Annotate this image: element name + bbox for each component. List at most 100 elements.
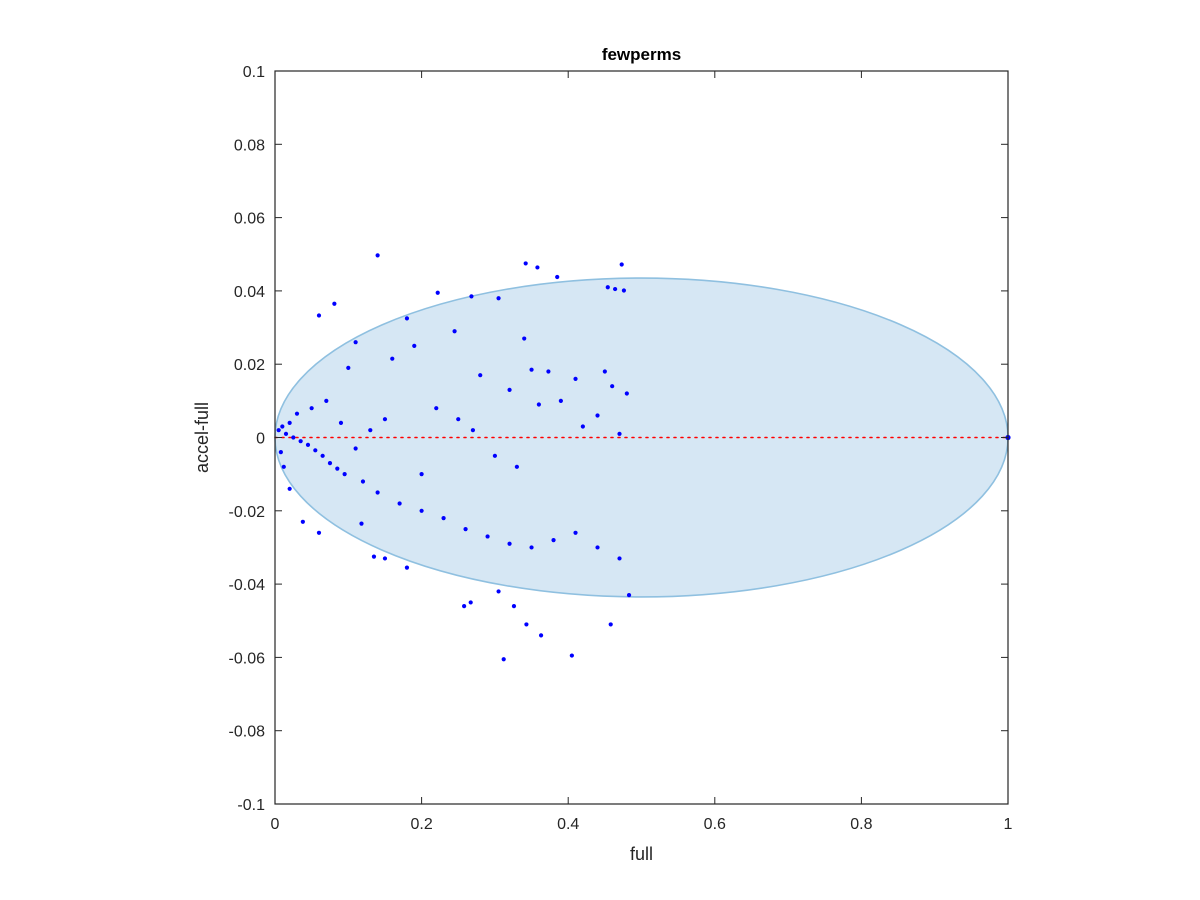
data-point — [287, 420, 292, 425]
y-tick-label: -0.06 — [229, 650, 266, 667]
data-point — [327, 461, 333, 466]
data-point — [419, 472, 424, 477]
data-point — [434, 406, 439, 411]
x-tick-label: 0.6 — [704, 816, 726, 833]
data-point — [309, 406, 314, 411]
data-point — [382, 556, 388, 561]
data-point — [371, 554, 377, 559]
data-point — [278, 450, 283, 455]
data-point — [485, 534, 490, 539]
data-point — [551, 538, 556, 543]
y-tick-label: 0.04 — [234, 284, 265, 301]
y-tick-label: -0.1 — [237, 797, 265, 814]
data-point — [441, 516, 446, 521]
data-point — [456, 417, 461, 422]
y-tick-label: 0.1 — [243, 64, 265, 81]
data-point — [298, 439, 303, 444]
data-point — [507, 541, 512, 546]
data-point — [573, 530, 578, 535]
data-point — [573, 376, 578, 381]
data-point — [613, 286, 618, 292]
data-point — [360, 479, 366, 484]
data-point — [492, 453, 497, 458]
y-axis-ticks: 0.1 0.08 0.06 0.04 0.02 0 -0.02 -0.04 -0.06 -0.08… — [229, 64, 1008, 814]
data-point — [535, 265, 540, 270]
data-point — [619, 262, 624, 267]
data-point — [324, 398, 329, 403]
data-point — [313, 448, 318, 453]
data-point — [281, 464, 286, 469]
data-point — [276, 428, 281, 433]
data-point — [569, 653, 574, 658]
x-axis-ticks: 0 0.2 0.4 0.6 0.8 1 — [271, 71, 1013, 833]
x-tick-label: 0.2 — [410, 816, 432, 833]
data-point — [496, 589, 501, 594]
data-point — [316, 530, 322, 535]
data-point — [462, 603, 467, 609]
data-point — [353, 340, 358, 345]
data-point — [610, 384, 615, 389]
x-tick-label: 0.4 — [557, 816, 579, 833]
data-point — [524, 622, 529, 627]
data-point — [608, 622, 613, 627]
data-point — [294, 411, 300, 416]
scatter-points — [276, 253, 1011, 662]
data-point — [463, 527, 468, 532]
data-point — [300, 519, 305, 524]
data-point — [558, 398, 563, 403]
data-point — [419, 508, 424, 513]
x-tick-label: 0 — [271, 816, 280, 833]
data-point — [332, 301, 337, 306]
y-tick-label: 0.08 — [234, 137, 265, 154]
data-point — [305, 442, 311, 447]
data-point — [320, 453, 325, 458]
y-tick-label: 0.06 — [234, 211, 265, 228]
data-point — [404, 316, 410, 321]
data-point — [546, 369, 551, 374]
data-point — [617, 431, 622, 436]
data-point — [291, 435, 296, 440]
y-tick-label: -0.08 — [229, 724, 266, 741]
data-point — [353, 446, 358, 451]
data-point — [452, 329, 457, 334]
data-point — [283, 431, 289, 436]
data-point — [280, 424, 285, 429]
data-point — [529, 545, 534, 550]
data-point — [536, 402, 541, 407]
data-point — [375, 490, 380, 495]
data-point — [514, 464, 519, 469]
data-point — [626, 592, 632, 598]
data-point — [469, 294, 474, 299]
x-axis-label: full — [630, 844, 653, 864]
y-tick-label: -0.02 — [229, 504, 266, 521]
data-point — [287, 486, 292, 491]
data-point — [404, 565, 410, 570]
data-point — [501, 657, 506, 662]
chart-title: fewperms — [602, 45, 681, 64]
data-point — [335, 466, 340, 471]
data-point — [368, 428, 373, 433]
data-point — [338, 420, 344, 425]
data-point — [375, 253, 380, 258]
data-point — [468, 600, 473, 605]
y-tick-label: 0 — [256, 431, 265, 448]
data-point — [390, 356, 395, 361]
y-tick-label: -0.04 — [229, 577, 266, 594]
x-tick-label: 1 — [1004, 816, 1013, 833]
y-axis-label: accel-full — [192, 402, 212, 473]
data-point — [496, 296, 501, 301]
data-point — [595, 413, 600, 418]
data-point — [538, 633, 544, 638]
data-point — [595, 545, 600, 550]
data-point — [470, 428, 476, 433]
y-tick-label: 0.02 — [234, 357, 265, 374]
data-point — [412, 343, 417, 348]
data-point — [617, 556, 622, 561]
data-point — [602, 369, 607, 374]
data-point — [522, 336, 527, 341]
data-point — [359, 521, 364, 526]
data-point — [382, 417, 388, 422]
data-point — [435, 290, 440, 295]
data-point — [555, 274, 560, 280]
